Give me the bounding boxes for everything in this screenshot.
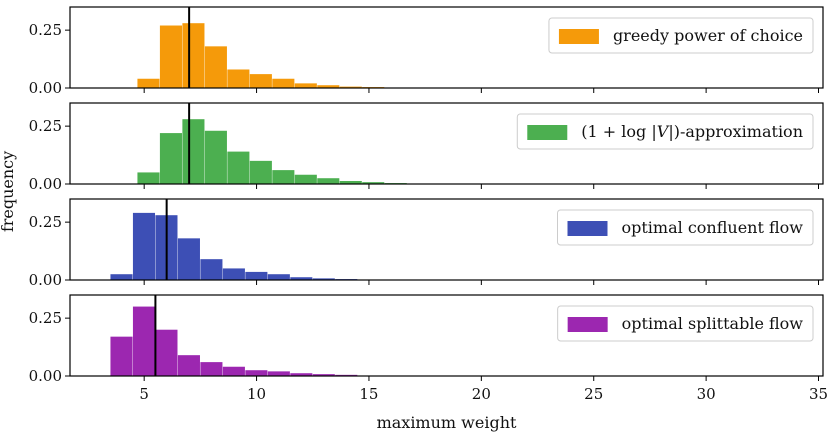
y-tick-label: 0.00 — [29, 175, 62, 193]
x-tick-label: 20 — [472, 385, 491, 403]
legend-swatch — [558, 29, 599, 44]
legend: (1 + log |V|)-approximation — [516, 113, 814, 150]
legend-label: (1 + log |V|)-approximation — [581, 122, 803, 141]
histogram-bar — [272, 78, 295, 88]
histogram-bar — [272, 170, 295, 184]
histogram-bar — [222, 366, 245, 376]
histogram-bar — [290, 373, 313, 376]
legend-swatch — [567, 221, 608, 236]
histogram-bar — [110, 336, 133, 376]
histogram-bar — [182, 119, 205, 184]
legend-box — [557, 209, 814, 246]
x-tick-label: 10 — [247, 385, 266, 403]
histogram-bar — [137, 78, 160, 88]
histogram-bar — [155, 329, 178, 376]
legend-label: optimal splittable flow — [622, 314, 804, 333]
y-tick-label: 0.00 — [29, 367, 62, 385]
panel-1: 0.00 0.25 (1 + log |V|)-approximation — [29, 102, 824, 193]
x-tick-labels: 5 10 15 20 25 30 35 — [139, 385, 828, 403]
y-tick-label: 0.25 — [29, 213, 62, 231]
panel-2: 0.00 0.25 optimal confluent flow — [29, 198, 824, 289]
x-tick-label: 5 — [139, 385, 149, 403]
y-axis-title: frequency — [0, 151, 17, 232]
legend-box — [548, 17, 814, 54]
panel-frame — [69, 102, 824, 185]
histogram-bar — [177, 355, 200, 376]
histogram-bar — [159, 133, 182, 184]
histogram-bar — [267, 274, 290, 280]
x-tick-label: 35 — [809, 385, 828, 403]
histogram-bar — [294, 83, 317, 88]
legend: greedy power of choice — [548, 17, 814, 54]
legend: optimal confluent flow — [557, 209, 814, 246]
histogram-bar — [204, 130, 227, 184]
histogram-bar — [132, 212, 156, 280]
histogram-bar — [312, 278, 335, 280]
histogram-bar — [290, 277, 313, 280]
histogram-bar — [182, 23, 205, 89]
x-axis-title: maximum weight — [377, 413, 517, 432]
x-tick-label: 30 — [697, 385, 716, 403]
x-tick-label: 25 — [584, 385, 603, 403]
histogram-bar — [339, 86, 362, 88]
histogram-bar — [249, 160, 272, 184]
legend-label: greedy power of choice — [613, 26, 803, 45]
histogram-bar — [317, 178, 340, 184]
panels: 0.00 0.25 greedy power of choice 0.00 0.25 (1… — [29, 6, 824, 385]
histogram-bar — [317, 85, 340, 88]
histogram-bar — [245, 370, 268, 376]
histogram-bar — [222, 268, 245, 280]
legend-label: optimal confluent flow — [622, 218, 804, 237]
legend-box — [516, 113, 814, 150]
legend-swatch — [527, 125, 568, 140]
histogram-bar — [267, 371, 290, 376]
panel-3: 0.00 0.25 optimal splittable flow — [29, 294, 824, 385]
y-tick-label: 0.00 — [29, 79, 62, 97]
histogram-bar — [227, 151, 250, 184]
y-tick-label: 0.00 — [29, 271, 62, 289]
histogram-bar — [159, 25, 182, 88]
histogram-bar — [245, 271, 268, 280]
histogram-bar — [204, 46, 227, 88]
histogram-bar — [177, 238, 200, 280]
histogram-bar — [110, 274, 133, 280]
histogram-bar — [339, 180, 362, 184]
histogram-bar — [249, 74, 272, 88]
legend-swatch — [567, 317, 608, 332]
histogram-bar — [137, 172, 160, 184]
legend-box — [557, 305, 814, 342]
panel-0: 0.00 0.25 greedy power of choice — [29, 6, 824, 97]
y-tick-label: 0.25 — [29, 21, 62, 39]
legend: optimal splittable flow — [557, 305, 814, 342]
histogram-bar — [200, 259, 223, 280]
histogram-bar — [312, 374, 335, 376]
panel-frame — [69, 294, 824, 377]
histogram-bar — [294, 174, 317, 184]
panel-frame — [69, 198, 824, 281]
x-tick-label: 15 — [359, 385, 378, 403]
histogram-bar — [227, 69, 250, 88]
histogram-bar — [132, 306, 156, 376]
histogram-bar — [362, 182, 385, 184]
y-tick-label: 0.25 — [29, 309, 62, 327]
histogram-bar — [200, 362, 223, 376]
y-tick-label: 0.25 — [29, 117, 62, 135]
panel-frame — [69, 6, 824, 89]
